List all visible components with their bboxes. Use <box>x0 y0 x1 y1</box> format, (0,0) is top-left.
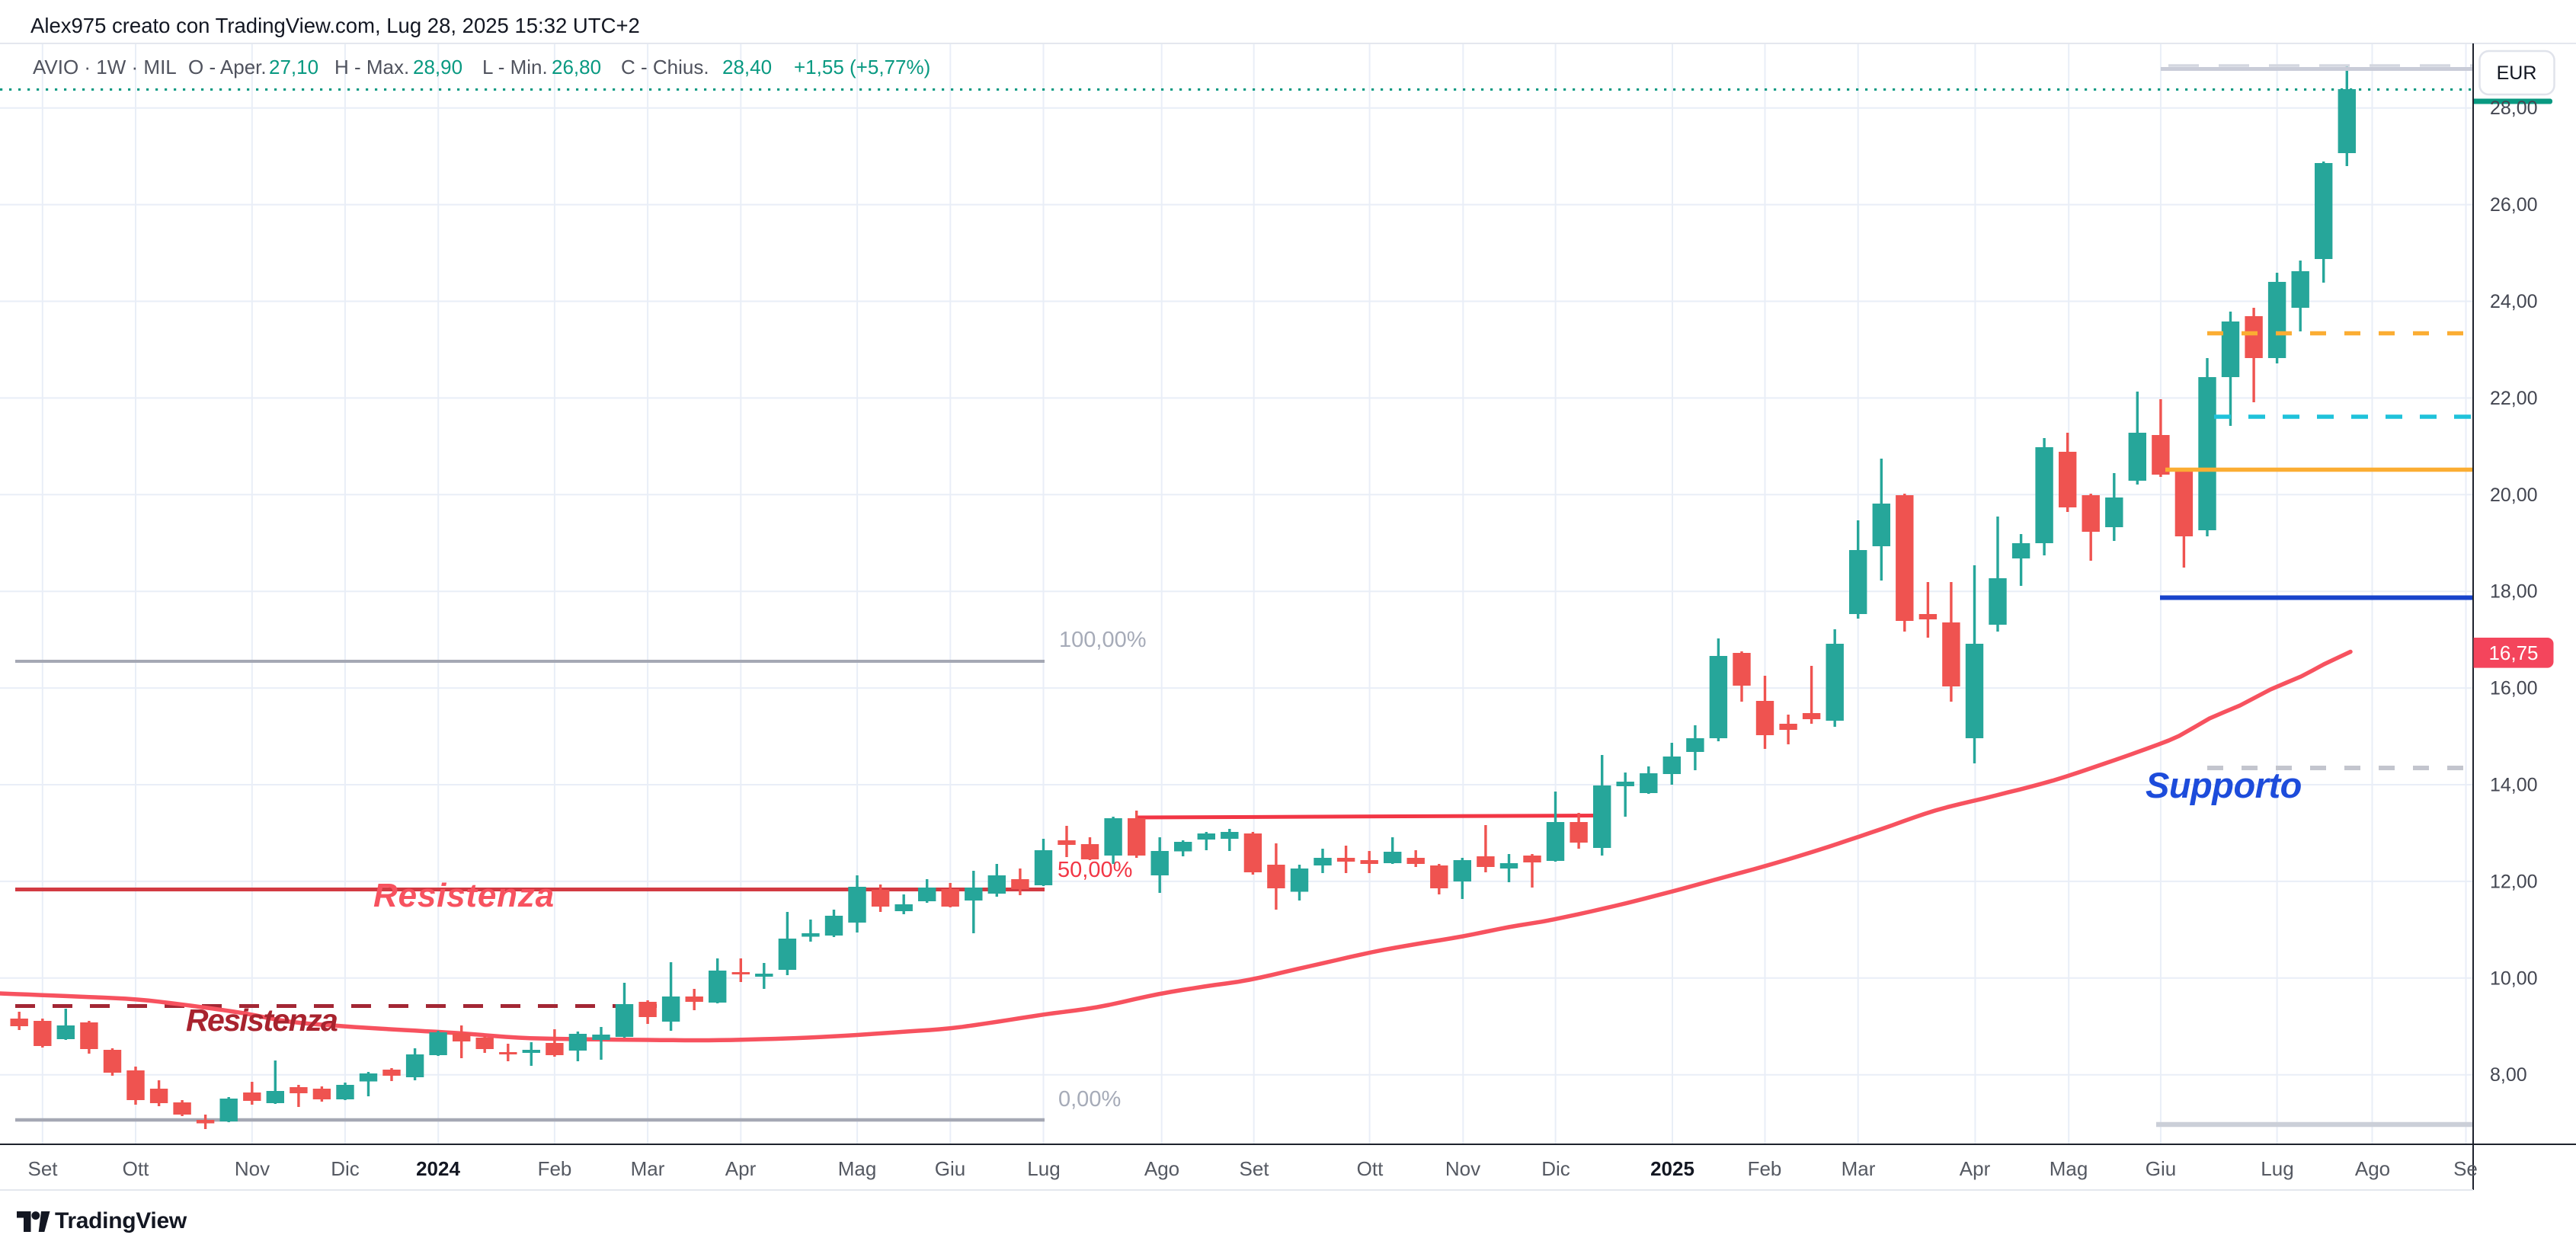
svg-text:2024: 2024 <box>416 1157 460 1180</box>
svg-text:24,00: 24,00 <box>2490 291 2538 312</box>
svg-text:Alex975 creato con TradingView: Alex975 creato con TradingView.com, Lug … <box>30 14 640 37</box>
svg-text:12,00: 12,00 <box>2490 871 2538 892</box>
svg-text:Mag: Mag <box>838 1157 877 1180</box>
svg-text:100,00%: 100,00% <box>1059 628 1147 652</box>
svg-text:Nov: Nov <box>1445 1157 1480 1180</box>
svg-text:Feb: Feb <box>538 1157 572 1180</box>
svg-text:Mar: Mar <box>1842 1157 1876 1180</box>
svg-text:16,75: 16,75 <box>2488 641 2538 664</box>
svg-text:Apr: Apr <box>1960 1157 1991 1180</box>
svg-text:TradingView: TradingView <box>55 1208 187 1233</box>
svg-text:Dic: Dic <box>331 1157 360 1180</box>
svg-text:Ago: Ago <box>2355 1157 2390 1180</box>
svg-text:Resistenza: Resistenza <box>186 1003 338 1038</box>
svg-text:20,00: 20,00 <box>2490 485 2538 506</box>
svg-text:Feb: Feb <box>1748 1157 1782 1180</box>
svg-text:Resistenza: Resistenza <box>373 877 555 914</box>
svg-text:Apr: Apr <box>725 1157 757 1180</box>
svg-text:Supporto: Supporto <box>2146 765 2302 805</box>
svg-text:Set: Set <box>1239 1157 1269 1180</box>
svg-text:28,00: 28,00 <box>2490 98 2538 119</box>
svg-text:22,00: 22,00 <box>2490 388 2538 409</box>
svg-text:EUR: EUR <box>2497 62 2537 84</box>
svg-text:Nov: Nov <box>235 1157 270 1180</box>
svg-text:18,00: 18,00 <box>2490 581 2538 603</box>
svg-text:Set: Set <box>27 1157 58 1180</box>
svg-text:Dic: Dic <box>1541 1157 1570 1180</box>
svg-text:14,00: 14,00 <box>2490 775 2538 796</box>
svg-text:Se: Se <box>2453 1157 2478 1180</box>
svg-text:50,00%: 50,00% <box>1058 858 1132 882</box>
svg-text:Ott: Ott <box>123 1157 149 1180</box>
svg-text:8,00: 8,00 <box>2490 1064 2527 1086</box>
svg-text:26,00: 26,00 <box>2490 194 2538 216</box>
svg-text:Ott: Ott <box>1357 1157 1384 1180</box>
svg-text:Lug: Lug <box>1027 1157 1060 1180</box>
svg-text:Giu: Giu <box>935 1157 965 1180</box>
svg-text:2025: 2025 <box>1650 1157 1694 1180</box>
svg-text:Lug: Lug <box>2261 1157 2293 1180</box>
svg-text:0,00%: 0,00% <box>1058 1087 1121 1112</box>
svg-text:10,00: 10,00 <box>2490 968 2538 989</box>
svg-text:16,00: 16,00 <box>2490 678 2538 699</box>
svg-text:Mar: Mar <box>631 1157 665 1180</box>
svg-text:Giu: Giu <box>2146 1157 2176 1180</box>
svg-text:Ago: Ago <box>1144 1157 1179 1180</box>
svg-text:Mag: Mag <box>2050 1157 2088 1180</box>
